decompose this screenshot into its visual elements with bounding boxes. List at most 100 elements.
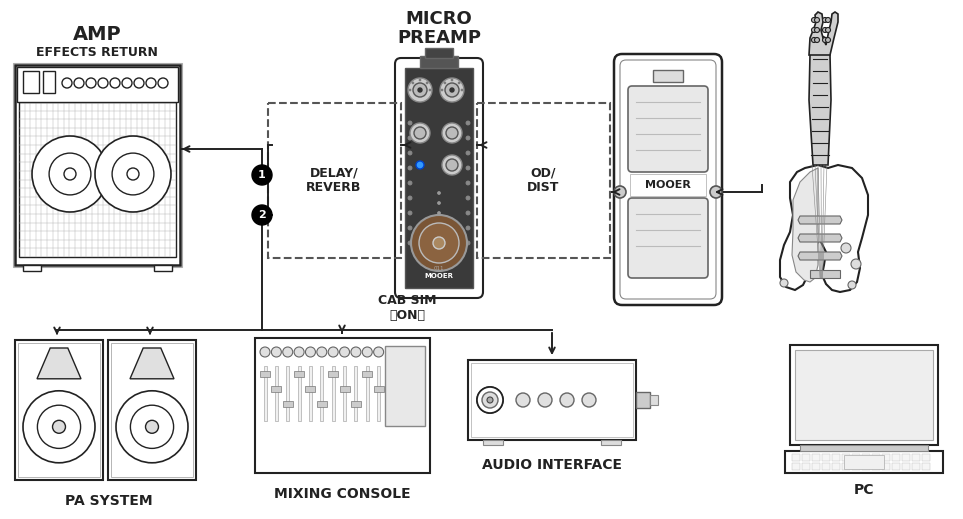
- Circle shape: [419, 79, 421, 81]
- Bar: [15, 65, 180, 265]
- Circle shape: [466, 241, 470, 245]
- Polygon shape: [792, 168, 818, 282]
- Circle shape: [146, 78, 156, 88]
- Circle shape: [825, 37, 830, 43]
- Circle shape: [437, 222, 440, 225]
- Circle shape: [516, 393, 530, 407]
- Circle shape: [815, 37, 820, 43]
- Polygon shape: [798, 234, 842, 242]
- Circle shape: [272, 347, 281, 357]
- Circle shape: [416, 161, 424, 169]
- Bar: [385, 346, 425, 426]
- Bar: [111, 343, 193, 477]
- Circle shape: [426, 82, 429, 84]
- Bar: [842, 463, 850, 470]
- Bar: [922, 463, 930, 470]
- Circle shape: [466, 196, 470, 200]
- Bar: [17, 67, 178, 102]
- Circle shape: [408, 136, 412, 140]
- Circle shape: [446, 159, 458, 171]
- Bar: [872, 463, 880, 470]
- Bar: [653, 70, 683, 82]
- Circle shape: [466, 226, 470, 230]
- Circle shape: [64, 168, 76, 180]
- Circle shape: [413, 83, 427, 97]
- Text: MOOER: MOOER: [425, 273, 454, 279]
- Circle shape: [49, 153, 91, 195]
- Bar: [13, 63, 182, 267]
- Circle shape: [442, 123, 462, 143]
- Bar: [812, 463, 820, 470]
- Text: EFFECTS RETURN: EFFECTS RETURN: [36, 46, 158, 59]
- Bar: [812, 454, 820, 461]
- Text: CAB SIM
（ON）: CAB SIM （ON）: [377, 294, 436, 322]
- FancyBboxPatch shape: [620, 60, 716, 299]
- Circle shape: [38, 405, 81, 448]
- Circle shape: [351, 347, 361, 357]
- Circle shape: [560, 393, 574, 407]
- Circle shape: [429, 89, 431, 91]
- Bar: [872, 454, 880, 461]
- Bar: [792, 463, 800, 470]
- Bar: [23, 71, 39, 93]
- Bar: [405, 68, 473, 288]
- Text: AUDIO INTERFACE: AUDIO INTERFACE: [482, 458, 622, 472]
- Bar: [912, 454, 920, 461]
- Bar: [268, 103, 401, 258]
- Bar: [832, 463, 840, 470]
- Circle shape: [437, 192, 440, 195]
- Bar: [354, 366, 357, 421]
- Circle shape: [825, 28, 830, 33]
- Text: MICRO
PREAMP: MICRO PREAMP: [397, 10, 481, 47]
- Circle shape: [444, 82, 446, 84]
- Circle shape: [294, 347, 304, 357]
- Text: PA SYSTEM: PA SYSTEM: [65, 494, 153, 508]
- Circle shape: [437, 201, 440, 204]
- Circle shape: [466, 136, 470, 140]
- Circle shape: [408, 196, 412, 200]
- Circle shape: [710, 186, 722, 198]
- Text: 2: 2: [258, 210, 266, 220]
- Bar: [790, 345, 938, 445]
- Circle shape: [130, 405, 173, 448]
- Bar: [471, 363, 633, 437]
- Circle shape: [477, 387, 503, 413]
- Bar: [309, 366, 312, 421]
- FancyBboxPatch shape: [614, 54, 722, 305]
- Circle shape: [441, 89, 443, 91]
- Bar: [272, 386, 281, 392]
- Polygon shape: [809, 35, 831, 165]
- Bar: [351, 401, 361, 407]
- Circle shape: [822, 18, 827, 22]
- Bar: [800, 445, 928, 451]
- Bar: [862, 454, 870, 461]
- Circle shape: [408, 241, 412, 245]
- Circle shape: [482, 392, 498, 408]
- Bar: [852, 454, 860, 461]
- Circle shape: [440, 78, 464, 102]
- Circle shape: [433, 237, 445, 249]
- Circle shape: [461, 89, 463, 91]
- Circle shape: [451, 79, 453, 81]
- Bar: [283, 401, 293, 407]
- Circle shape: [482, 392, 498, 408]
- Bar: [636, 392, 650, 408]
- Bar: [286, 366, 289, 421]
- Circle shape: [122, 78, 132, 88]
- Circle shape: [305, 347, 316, 357]
- Bar: [19, 102, 176, 257]
- Circle shape: [412, 82, 414, 84]
- Bar: [650, 395, 658, 405]
- Bar: [366, 366, 369, 421]
- Circle shape: [374, 347, 383, 357]
- FancyBboxPatch shape: [628, 198, 708, 278]
- Bar: [18, 343, 100, 477]
- Circle shape: [112, 153, 154, 195]
- Circle shape: [418, 88, 422, 92]
- Bar: [317, 401, 326, 407]
- Circle shape: [414, 127, 426, 139]
- Circle shape: [158, 78, 168, 88]
- Bar: [420, 56, 458, 68]
- Bar: [362, 371, 373, 377]
- Bar: [331, 366, 335, 421]
